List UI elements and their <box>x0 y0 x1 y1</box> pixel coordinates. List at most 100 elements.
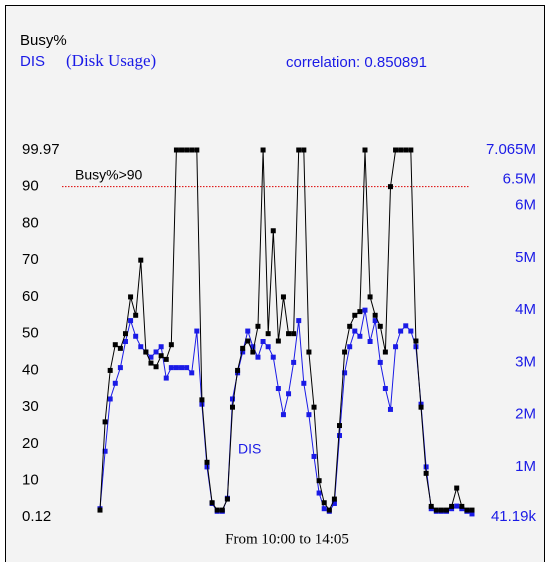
series-marker <box>163 356 169 362</box>
series-marker <box>245 328 251 334</box>
y-tick-label: 60 <box>22 288 39 305</box>
series-marker <box>275 338 281 344</box>
y-tick-label: 0.12 <box>22 508 51 525</box>
series-marker <box>357 309 363 315</box>
series-marker <box>270 354 276 360</box>
y-tick-label: 50 <box>22 325 39 342</box>
series-marker <box>306 349 312 355</box>
series-marker <box>469 511 475 517</box>
series-marker <box>280 412 286 418</box>
series-marker <box>250 349 256 355</box>
series-marker <box>250 344 256 350</box>
series-marker <box>184 365 190 371</box>
series-marker <box>403 147 409 153</box>
reference-label: Busy%>90 <box>75 166 143 182</box>
series-marker <box>377 323 383 329</box>
series-marker <box>138 257 144 263</box>
series-marker <box>377 359 383 365</box>
y2-tick-label: 6M <box>515 197 536 214</box>
series-marker <box>438 507 444 513</box>
frame <box>5 5 545 562</box>
y-tick-label: 10 <box>22 472 39 489</box>
series-marker <box>398 328 404 334</box>
series-marker <box>173 147 179 153</box>
series-marker <box>408 147 414 153</box>
series-marker <box>428 503 434 509</box>
series-marker <box>403 323 409 329</box>
series-marker <box>331 496 337 502</box>
series-marker <box>122 338 128 344</box>
y2-tick-label: 7.065M <box>486 141 536 158</box>
series-marker <box>240 349 246 355</box>
series-marker <box>117 345 123 351</box>
x-axis-label: From 10:00 to 14:05 <box>225 531 349 547</box>
series-marker <box>168 365 174 371</box>
series-marker <box>362 147 368 153</box>
series-marker <box>153 364 159 370</box>
line-annotation: DIS <box>238 441 261 457</box>
series-marker <box>454 485 460 491</box>
series-marker <box>112 342 118 348</box>
series-marker <box>97 507 103 513</box>
series-marker <box>306 412 312 418</box>
series-marker <box>469 507 475 513</box>
series-marker <box>265 331 271 337</box>
series-marker <box>204 459 210 465</box>
y-tick-label: 40 <box>22 361 39 378</box>
series-marker <box>408 328 414 334</box>
series-marker <box>255 354 261 360</box>
series-marker <box>423 464 429 470</box>
y-tick-label: 20 <box>22 435 39 452</box>
series-marker <box>107 396 113 402</box>
series-marker <box>189 147 195 153</box>
series-marker <box>296 318 302 324</box>
series-marker <box>194 328 200 334</box>
y2-tick-label: 3M <box>515 353 536 370</box>
series-marker <box>255 323 261 329</box>
series-marker <box>270 228 276 234</box>
series-marker <box>260 338 266 344</box>
series-marker <box>337 433 343 439</box>
series-marker <box>148 360 154 366</box>
y2-tick-label: 2M <box>515 406 536 423</box>
series-marker <box>301 147 307 153</box>
series-marker <box>184 147 190 153</box>
series-marker <box>301 380 307 386</box>
series-marker <box>342 370 348 376</box>
series-marker <box>112 380 118 386</box>
series-marker <box>357 333 363 339</box>
series-marker <box>224 496 230 502</box>
series-marker <box>214 507 220 513</box>
series-marker <box>387 184 393 190</box>
series-marker <box>382 386 388 392</box>
series-marker <box>133 333 139 339</box>
series-marker <box>128 318 134 324</box>
y2-tick-label: 41.19k <box>491 508 537 525</box>
series-marker <box>229 396 235 402</box>
series-marker <box>393 147 399 153</box>
series-marker <box>454 503 460 509</box>
series-marker <box>173 365 179 371</box>
series-marker <box>459 503 465 509</box>
series-marker <box>316 478 322 484</box>
series-marker <box>153 349 159 355</box>
series-marker <box>133 312 139 318</box>
y-tick-label: 30 <box>22 398 39 415</box>
series-marker <box>265 344 271 350</box>
series-marker <box>107 367 113 373</box>
series-marker <box>321 506 327 512</box>
series-marker <box>260 147 266 153</box>
series-marker <box>189 370 195 376</box>
series-marker <box>347 344 353 350</box>
series-marker <box>372 312 378 318</box>
series-marker <box>240 345 246 351</box>
series-marker <box>326 507 332 513</box>
series-marker <box>311 404 317 410</box>
series-marker <box>179 147 185 153</box>
subtitle: (Disk Usage) <box>66 51 156 70</box>
series-marker <box>296 147 302 153</box>
series-marker <box>204 464 210 470</box>
series-marker <box>128 294 134 300</box>
series-marker <box>219 507 225 513</box>
